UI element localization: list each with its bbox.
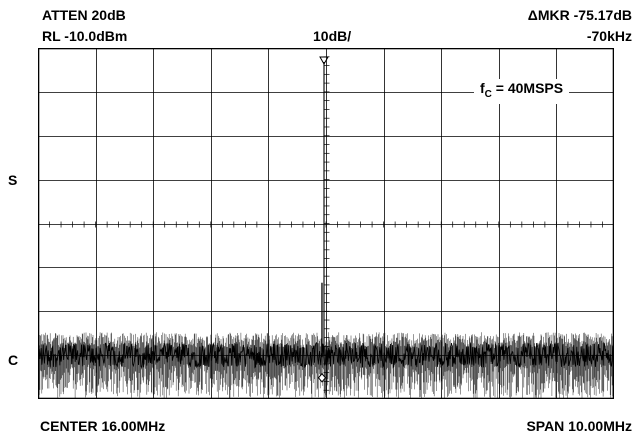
noise-trace [38,332,614,399]
trace-group [38,62,614,399]
side-label-c: C [8,352,19,368]
ref-level-label: RL -10.0dBm [42,28,128,44]
delta-marker-freq: -70kHz [586,28,632,44]
fc-value: = 40MSPS [491,80,564,96]
plot-frame [38,48,614,399]
delta-marker-label: ΔMKR -75.17dB [527,7,632,23]
scale-label: 10dB/ [313,28,352,44]
sample-rate-annotation: fC = 40MSPS [474,79,570,104]
span-label: SPAN 10.00MHz [526,418,632,434]
delta-marker-diamond [317,373,327,383]
center-freq-label: CENTER 16.00MHz [40,418,166,434]
atten-label: ATTEN 20dB [42,7,126,23]
marker-group [317,56,329,383]
reference-marker-triangle [319,56,329,66]
fc-symbol: f [480,80,485,96]
side-label-s: S [8,172,18,188]
noise-envelope [38,341,614,369]
fc-subscript: C [484,88,492,100]
